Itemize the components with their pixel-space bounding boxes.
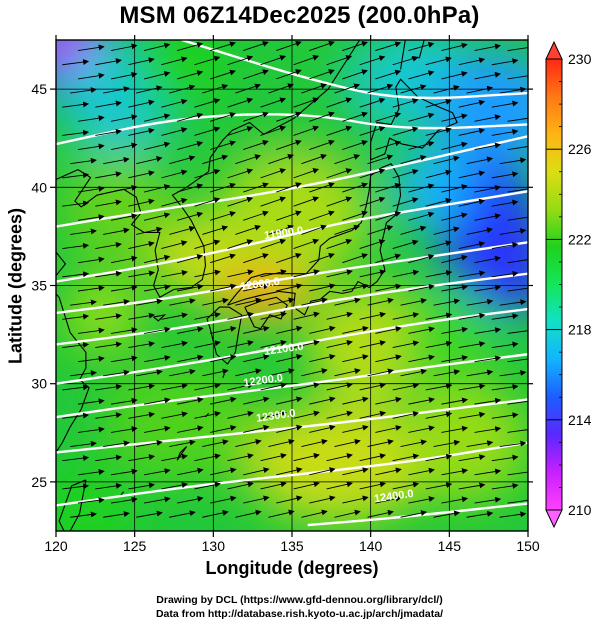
y-ticks: 25 30 35 40 45 (31, 81, 533, 490)
x-axis-label: Longitude (degrees) (205, 558, 379, 578)
colorbar-tick-label: 222 (568, 231, 592, 247)
colorbar: 210 214 218 222 226 230 (545, 40, 592, 529)
y-tick-label: 40 (31, 179, 47, 195)
colorbar-ticks: 210 214 218 222 226 230 (546, 51, 592, 518)
colorbar-tick-label: 210 (568, 502, 592, 518)
contour-label: 12200.0 (243, 372, 284, 389)
credit-dcl: Drawing by DCL (https://www.gfd-dennou.o… (156, 594, 443, 606)
x-tick-label: 145 (438, 538, 462, 554)
map-plot-area: 11900.0 12000.0 12100.0 12200.0 12300.0 12400… (56, 40, 528, 531)
contour-label: 12100.0 (263, 341, 304, 358)
credit-data-source: Data from http://database.rish.kyoto-u.a… (155, 608, 444, 620)
contour-label: 12300.0 (255, 407, 296, 424)
colorbar-top-triangle (545, 40, 563, 60)
x-tick-label: 150 (516, 538, 540, 554)
x-tick-label: 130 (202, 538, 226, 554)
contour-label: 12000.0 (240, 276, 281, 293)
colorbar-tick-label: 218 (568, 322, 592, 338)
y-tick-label: 45 (31, 81, 47, 97)
y-tick-label: 35 (31, 278, 47, 294)
y-axis-label: Latitude (degrees) (5, 207, 26, 365)
wind-vectors (62, 40, 528, 518)
colorbar-bottom-triangle (545, 509, 563, 529)
x-ticks: 120 125 130 135 140 145 150 (44, 35, 540, 554)
map-title: MSM 06Z14Dec2025 (200.0hPa) (119, 2, 480, 29)
colorbar-tick-label: 230 (568, 51, 592, 67)
y-tick-label: 30 (31, 376, 47, 392)
contour-label: 11900.0 (263, 225, 303, 242)
x-tick-label: 140 (359, 538, 383, 554)
y-tick-label: 25 (31, 474, 47, 490)
contour-labels: 11900.0 12000.0 12100.0 12200.0 12300.0 12400… (240, 225, 415, 506)
colorbar-tick-label: 226 (568, 141, 592, 157)
contour-label: 12400.0 (373, 488, 414, 505)
colorbar-tick-label: 214 (568, 412, 592, 428)
x-tick-label: 135 (280, 538, 304, 554)
x-tick-label: 125 (123, 538, 147, 554)
x-tick-label: 120 (44, 538, 68, 554)
